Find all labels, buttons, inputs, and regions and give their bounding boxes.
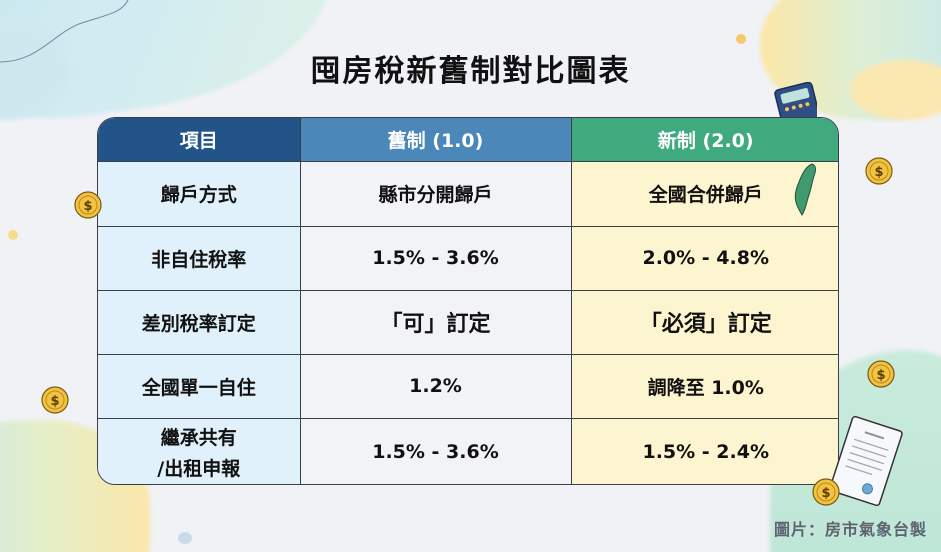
decor-dot — [8, 230, 18, 240]
cell-old: 1.2% — [299, 353, 572, 419]
dollar-coin-icon: $ — [74, 191, 102, 219]
taiwan-map-icon — [794, 163, 816, 216]
table-row: 全國單一自住 1.2% 調降至 1.0% — [98, 353, 838, 419]
table-row: 歸戶方式 縣市分開歸戶 全國合併歸戶 — [98, 160, 838, 227]
dollar-coin-icon: $ — [867, 360, 895, 388]
table-row: 非自住稅率 1.5% - 3.6% 2.0% - 4.8% — [98, 225, 838, 291]
table-row: 繼承共有 /出租申報 1.5% - 3.6% 1.5% - 2.4% — [98, 417, 838, 484]
cell-new: 調降至 1.0% — [570, 353, 838, 419]
cell-item: 差別稅率訂定 — [98, 289, 301, 355]
svg-text:$: $ — [821, 486, 830, 501]
decor-blob-top-right-2 — [850, 60, 941, 120]
cell-old: 「可」訂定 — [299, 289, 572, 355]
svg-text:$: $ — [876, 368, 885, 383]
cell-item-line2: /出租申報 — [157, 457, 241, 480]
calculator-icon — [774, 82, 817, 118]
cell-item: 歸戶方式 — [98, 160, 301, 227]
table-row: 差別稅率訂定 「可」訂定 「必須」訂定 — [98, 289, 838, 355]
svg-text:$: $ — [83, 199, 92, 214]
cell-new: 「必須」訂定 — [570, 289, 838, 355]
dollar-coin-icon: $ — [41, 386, 69, 414]
cell-item-line1: 繼承共有 — [160, 426, 237, 449]
cell-item: 全國單一自住 — [98, 353, 301, 419]
cell-new-text: 全國合併歸戶 — [648, 184, 763, 206]
dollar-coin-icon: $ — [812, 478, 840, 506]
comparison-table: 項目 舊制 (1.0) 新制 (2.0) 歸戶方式 縣市分開歸戶 全國合併歸戶 — [97, 117, 839, 485]
cell-old: 1.5% - 3.6% — [299, 225, 572, 291]
decor-dot — [736, 34, 746, 44]
document-icon — [829, 415, 903, 507]
decor-wave-line — [0, 0, 129, 63]
header-old-system: 舊制 (1.0) — [299, 118, 572, 162]
cell-new: 2.0% - 4.8% — [570, 225, 838, 291]
image-credit: 圖片：房市氣象台製 — [773, 520, 927, 539]
header-new-system: 新制 (2.0) — [570, 118, 838, 162]
dollar-coin-icon: $ — [865, 157, 893, 185]
decor-dot — [178, 532, 192, 544]
cell-old: 1.5% - 3.6% — [299, 417, 572, 484]
table-header-row: 項目 舊制 (1.0) 新制 (2.0) — [98, 118, 838, 162]
cell-item: 非自住稅率 — [98, 225, 301, 291]
cell-new: 1.5% - 2.4% — [570, 417, 838, 484]
svg-text:$: $ — [50, 394, 59, 409]
svg-text:$: $ — [874, 165, 883, 180]
page-title: 囤房稅新舊制對比圖表 — [310, 54, 631, 89]
header-item: 項目 — [98, 118, 301, 162]
cell-new: 全國合併歸戶 — [570, 160, 838, 227]
cell-old: 縣市分開歸戶 — [299, 160, 572, 227]
cell-item: 繼承共有 /出租申報 — [98, 417, 301, 484]
